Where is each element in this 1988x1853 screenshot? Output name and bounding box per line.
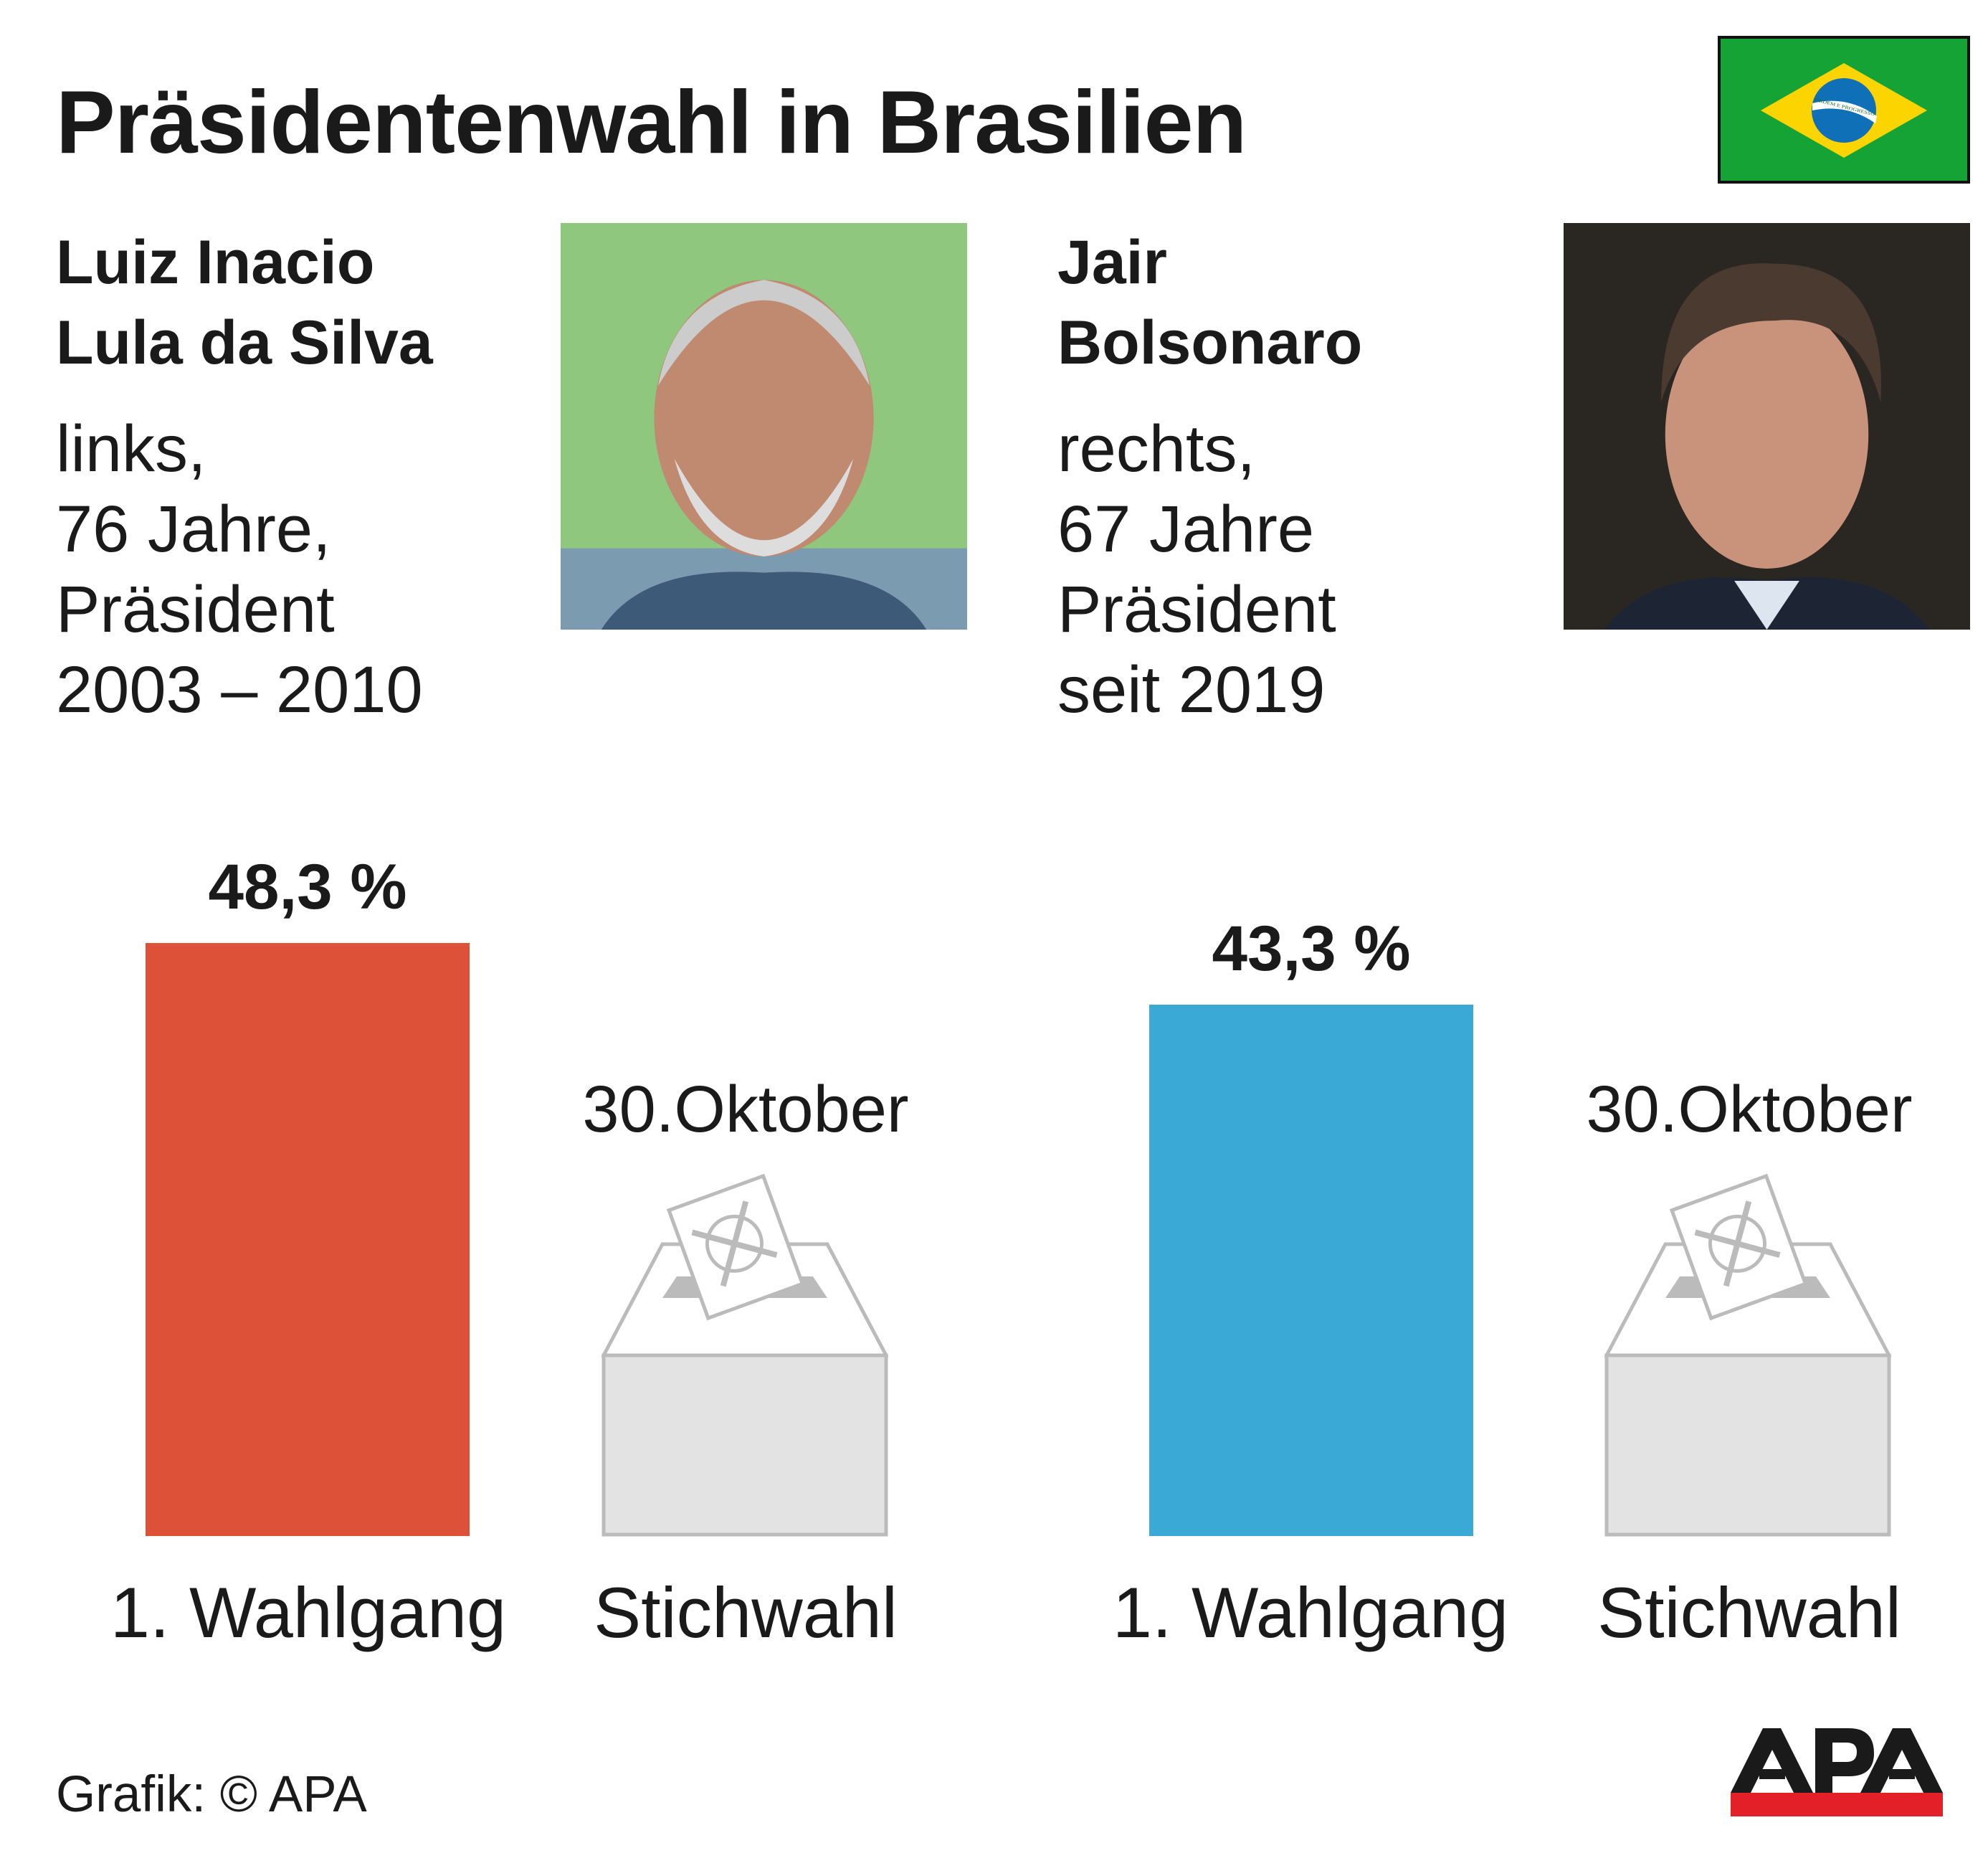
category-label: 1. Wahlgang [110,1573,507,1652]
candidate-name: Luiz Inacio [56,228,375,297]
candidate-info: links, [56,412,206,485]
category-label: Stichwahl [1597,1573,1901,1652]
candidate-info: 76 Jahre, [56,493,331,566]
candidate-info: Präsident [56,573,335,646]
candidate-info: 2003 – 2010 [56,653,423,726]
category-label: Stichwahl [594,1573,898,1652]
source-credit: Grafik: © APA [56,1766,367,1823]
category-label: 1. Wahlgang [1112,1573,1509,1652]
candidate-info: 67 Jahre [1057,493,1315,566]
page-title: Präsidentenwahl in Brasilien [56,73,1247,172]
candidate-bolsonaro: Jair Bolsonaro rechts, 67 Jahre Präsiden… [1057,222,1362,730]
bolsonaro-portrait-photo [1564,223,1970,630]
apa-logo [1731,1728,1943,1816]
lula-portrait-photo [561,223,967,630]
candidate-lula: Luiz Inacio Lula da Silva links, 76 Jahr… [56,222,433,730]
bar-lula-1-wahlgang [146,943,470,1536]
runoff-date-label: 30.Oktober [582,1073,909,1146]
brazil-flag-icon: ORDEM E PROGRESSO [1718,36,1970,184]
candidate-name: Jair [1057,228,1168,297]
bar-bolsonaro-1-wahlgang [1149,1004,1473,1536]
candidate-info: seit 2019 [1057,653,1326,726]
runoff-date-label: 30.Oktober [1586,1073,1913,1146]
candidate-info: rechts, [1057,412,1256,485]
candidate-name: Lula da Silva [56,308,433,377]
bar-value-label: 43,3 % [1212,911,1411,984]
ballot-box-icon [1604,1173,1891,1537]
bar-value-label: 48,3 % [208,850,407,923]
ballot-box-icon [601,1173,888,1537]
candidate-name: Bolsonaro [1057,308,1363,377]
candidate-info: Präsident [1057,573,1336,646]
